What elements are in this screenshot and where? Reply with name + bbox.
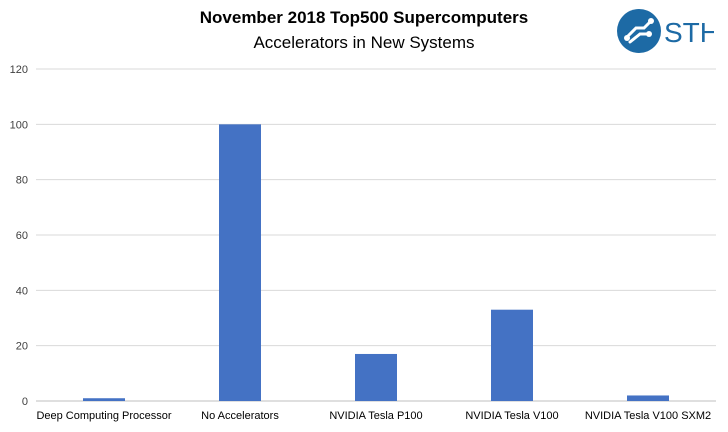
logo-text: STH bbox=[664, 17, 714, 48]
x-tick-label: NVIDIA Tesla V100 bbox=[465, 410, 558, 422]
circuit-globe-icon bbox=[617, 9, 661, 53]
y-tick-label: 20 bbox=[16, 341, 28, 353]
gridlines bbox=[36, 68, 716, 402]
y-tick-label: 60 bbox=[16, 230, 28, 242]
sth-logo: STH bbox=[614, 6, 720, 56]
x-tick-label: NVIDIA Tesla P100 bbox=[329, 410, 422, 422]
chart-title: November 2018 Top500 Supercomputers bbox=[199, 8, 529, 27]
bar bbox=[491, 309, 533, 401]
y-tick-label: 80 bbox=[16, 175, 28, 187]
bar bbox=[219, 124, 261, 401]
chart-subtitle: Accelerators in New Systems bbox=[253, 33, 475, 52]
x-tick-label: No Accelerators bbox=[201, 410, 279, 422]
y-tick-label: 0 bbox=[22, 396, 28, 408]
x-axis-ticks: Deep Computing Processor No Accelerators N… bbox=[36, 410, 711, 422]
y-tick-label: 100 bbox=[10, 119, 28, 131]
y-tick-label: 40 bbox=[16, 285, 28, 297]
x-tick-label: NVIDIA Tesla V100 SXM2 bbox=[585, 410, 711, 422]
y-tick-label: 120 bbox=[10, 64, 28, 76]
bars bbox=[83, 124, 669, 401]
x-tick-label: Deep Computing Processor bbox=[36, 410, 171, 422]
bar bbox=[627, 395, 669, 401]
bar bbox=[355, 353, 397, 401]
y-axis-ticks: 0 20 40 60 80 100 120 bbox=[10, 64, 28, 408]
bar bbox=[83, 398, 125, 401]
